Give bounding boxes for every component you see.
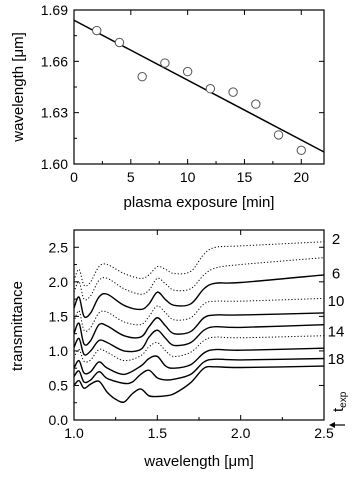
bottom-y-tick-label: 1.5 [49,308,69,324]
top-y-tick-label: 1.66 [41,53,68,69]
bottom-spectra-curves [74,242,324,403]
exposure-arrow-label-sub: exp [338,391,349,408]
bottom-x-tick-label: 2.0 [231,425,251,441]
top-data-point [115,38,123,46]
top-y-tick-label: 1.69 [41,2,68,18]
top-data-point [206,85,214,93]
bottom-x-tick-label: 1.5 [148,425,168,441]
top-data-point [161,59,169,67]
exposure-arrow: texp [329,391,349,428]
curve-label: 6 [332,266,340,283]
curve-label: 14 [328,324,345,341]
top-x-tick-label: 0 [70,169,78,185]
top-data-point [138,73,146,81]
spectrum-curve [74,275,324,317]
top-x-axis-title: plasma exposure [min] [124,194,275,211]
top-x-tick-label: 10 [180,169,196,185]
top-plot-frame [74,10,324,164]
top-scatter-panel: 0 5 10 15 20 1.60 1.63 1.66 1.69 plasma exposure… [10,2,324,211]
top-x-tick-label: 5 [127,169,135,185]
curve-label: 18 [328,351,345,368]
top-data-point [252,100,260,108]
exposure-arrow-label: texp [330,391,349,412]
bottom-y-tick-label: 2.5 [49,239,69,255]
bottom-ticks: 1.0 1.5 2.0 2.50.00.51.01.52.02.5 [49,230,334,441]
spectrum-curve [74,242,324,286]
spectrum-curve [74,313,324,345]
bottom-x-axis-title: wavelength [μm] [143,453,254,470]
bottom-y-tick-label: 0.0 [49,412,69,428]
bottom-y-tick-label: 2.0 [49,274,69,290]
bottom-y-tick-label: 1.0 [49,343,69,359]
top-y-axis-title: wavelength [μm] [10,32,27,143]
top-fit-line [74,20,324,152]
top-data-point [183,67,191,75]
top-x-tick-label: 20 [293,169,309,185]
top-x-tick-label: 15 [237,169,253,185]
bottom-plot-frame [74,230,324,420]
top-y-tick-label: 1.63 [41,105,68,121]
bottom-spectra-panel: 1.0 1.5 2.0 2.50.00.51.01.52.02.5 26101418 … [9,230,349,470]
top-y-tick-label: 1.60 [41,156,68,172]
curve-label: 2 [332,231,340,248]
bottom-y-tick-label: 0.5 [49,377,69,393]
spectrum-curve [74,366,324,402]
top-data-point [229,88,237,96]
top-fit-line-group [74,20,324,152]
top-data-point [274,131,282,139]
spectrum-curve [74,348,324,374]
top-data-point [297,146,305,154]
top-data-points [93,26,306,154]
bottom-x-tick-label: 2.5 [314,425,334,441]
curve-label: 10 [328,293,345,310]
bottom-curve-labels: 2 6 10 14 18 [328,231,345,368]
bottom-y-axis-title: transmittance [9,281,26,371]
top-data-point [93,26,101,34]
top-ticks: 0 5 10 15 20 1.60 1.63 1.66 1.69 [41,2,324,185]
